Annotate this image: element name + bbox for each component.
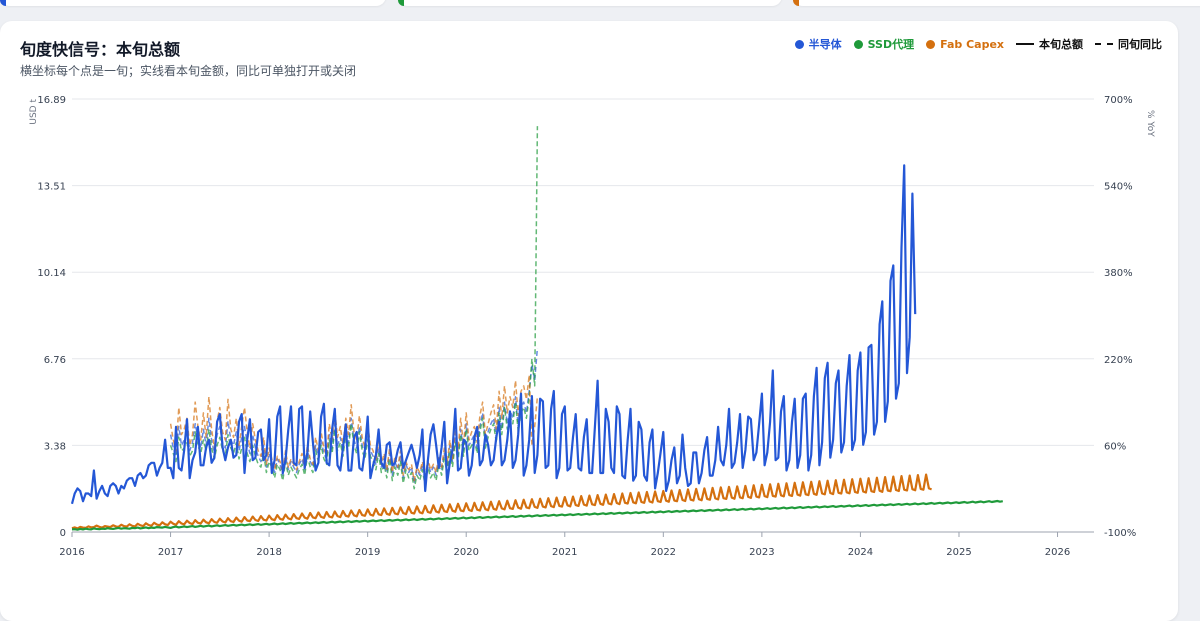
y-right-tick-label: 380%: [1104, 268, 1133, 279]
amount-series-group: [70, 164, 1003, 531]
x-tick-label: 2024: [848, 547, 873, 558]
y-left-tick-label: 10.14: [37, 268, 66, 279]
y-right-tick-label: 700%: [1104, 95, 1133, 106]
y-right-tick-label: 220%: [1104, 355, 1133, 366]
card-accent: [0, 0, 6, 6]
chart-legend: 半导体 SSD代理 Fab Capex 本旬总额 同旬同比: [794, 36, 1162, 52]
yoy-line-2: [169, 374, 539, 482]
legend-label: 同旬同比: [1118, 38, 1162, 51]
y-left-tick-label: 6.76: [44, 355, 66, 366]
y-left-tick-label: 3.38: [44, 441, 66, 452]
legend-item-ssd[interactable]: SSD代理: [853, 36, 915, 52]
x-tick-label: 2026: [1045, 547, 1070, 558]
summary-card-fab-capex[interactable]: [793, 0, 1200, 6]
y-right-tick-label: 540%: [1104, 182, 1133, 193]
x-tick-label: 2019: [355, 547, 380, 558]
legend-label: SSD代理: [867, 38, 915, 51]
legend-dot-icon: [926, 39, 936, 49]
card-accent: [793, 0, 799, 6]
x-tick-label: 2016: [59, 547, 84, 558]
x-tick-label: 2025: [946, 547, 971, 558]
legend-dot-icon: [794, 39, 804, 49]
legend-item-semiconductor[interactable]: 半导体: [794, 36, 842, 52]
legend-label: Fab Capex: [940, 37, 1004, 51]
legend-label: 本旬总额: [1039, 38, 1083, 51]
x-tick-label: 2017: [158, 547, 183, 558]
amount-line-2: [71, 473, 932, 530]
legend-item-yoy[interactable]: 同旬同比: [1095, 36, 1162, 52]
solid-line-icon: [1016, 43, 1034, 45]
yoy-series-group: [169, 126, 539, 490]
card-accent: [398, 0, 404, 6]
x-tick-label: 2022: [651, 547, 676, 558]
x-tick-label: 2018: [256, 547, 281, 558]
legend-item-amount[interactable]: 本旬总额: [1016, 36, 1083, 52]
legend-dot-icon: [853, 39, 863, 49]
y-left-tick-label: 13.51: [37, 182, 66, 193]
dashed-line-icon: [1095, 43, 1113, 45]
y-left-tick-label: 0: [60, 528, 66, 539]
legend-item-fab-capex[interactable]: Fab Capex: [926, 38, 1004, 51]
summary-card-ssd[interactable]: [398, 0, 782, 6]
y-right-tick-label: 60%: [1104, 441, 1126, 452]
amount-line-0: [70, 164, 917, 505]
legend-label: 半导体: [808, 38, 842, 51]
y-right-tick-label: -100%: [1104, 528, 1136, 539]
chart-title: 旬度快信号：本旬总额: [20, 40, 181, 59]
y-left-tick-label: 16.89: [37, 95, 66, 106]
amount-line-1: [71, 499, 1003, 531]
x-tick-label: 2021: [552, 547, 577, 558]
line-chart: 0 3.38 6.76 10.14 13.51 16.89 -100% 60% 220% 380%…: [29, 95, 1155, 558]
x-tick-label: 2023: [749, 547, 774, 558]
summary-card-semiconductor[interactable]: [0, 0, 386, 6]
axis-ticks: 0 3.38 6.76 10.14 13.51 16.89 -100% 60% 220% 380%…: [29, 95, 1155, 558]
yoy-line-0: [169, 347, 539, 485]
grid-lines: [72, 98, 1094, 533]
y-right-axis-label: % YoY: [1145, 110, 1155, 137]
x-tick-label: 2020: [453, 547, 478, 558]
chart-subtitle: 横坐标每个点是一旬；实线看本旬金额，同比可单独打开或关闭: [20, 64, 357, 78]
y-left-axis-label: USD t: [29, 99, 39, 125]
